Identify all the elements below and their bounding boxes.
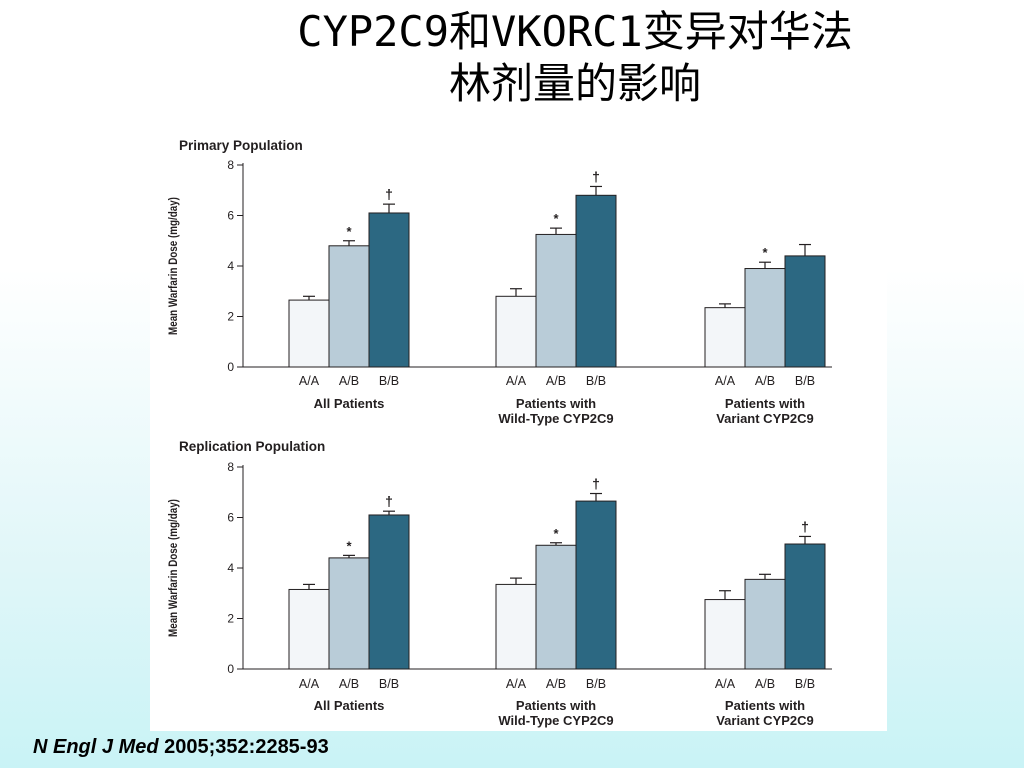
- significance-marker: *: [553, 526, 559, 541]
- y-tick-label: 2: [227, 310, 234, 324]
- chart-panel-2: Replication Population Mean Warfarin Dose…: [167, 439, 832, 728]
- chart-title: Primary Population: [179, 138, 303, 153]
- y-tick-label: 4: [227, 259, 234, 273]
- bar: [704, 599, 746, 670]
- chart-panel-1: Primary Population Mean Warfarin Dose (mg…: [167, 138, 832, 426]
- x-tick-label: A/A: [299, 374, 320, 388]
- x-tick-label: B/B: [586, 374, 606, 388]
- group-label: All Patients: [314, 698, 385, 713]
- group-label: Variant CYP2C9: [716, 713, 814, 728]
- bar: [495, 583, 537, 670]
- x-tick-label: A/A: [715, 677, 736, 691]
- x-tick-label: A/A: [715, 374, 736, 388]
- significance-marker: †: [385, 186, 393, 202]
- x-tick-label: A/B: [339, 374, 359, 388]
- citation-journal: N Engl J Med: [33, 736, 159, 758]
- y-tick-label: 0: [227, 360, 234, 374]
- y-tick-label: 4: [227, 561, 234, 575]
- x-tick-label: A/B: [755, 374, 775, 388]
- slide-title-line-1: CYP2C9和VKORC1变异对华法: [297, 7, 853, 56]
- bar: [744, 578, 786, 670]
- x-tick-label: A/A: [506, 677, 527, 691]
- x-tick-label: B/B: [795, 374, 815, 388]
- group-label: Patients with: [725, 698, 805, 713]
- citation: N Engl J Med 2005;352:2285-93: [33, 736, 329, 759]
- y-tick-label: 8: [227, 460, 234, 474]
- y-tick-label: 6: [227, 511, 234, 525]
- bar: [784, 255, 826, 368]
- bar: [784, 543, 826, 670]
- bar: [328, 245, 370, 368]
- significance-marker: †: [385, 493, 393, 509]
- x-tick-label: B/B: [586, 677, 606, 691]
- x-tick-label: B/B: [795, 677, 815, 691]
- significance-marker: *: [762, 245, 768, 260]
- x-tick-label: A/B: [546, 677, 566, 691]
- bar: [575, 500, 617, 670]
- bar: [288, 299, 330, 368]
- significance-marker: *: [346, 224, 352, 239]
- x-tick-label: A/A: [299, 677, 320, 691]
- bar-charts: Primary Population Mean Warfarin Dose (mg…: [167, 138, 832, 728]
- group-label: Variant CYP2C9: [716, 411, 814, 426]
- y-tick-label: 0: [227, 662, 234, 676]
- y-axis-label: Mean Warfarin Dose (mg/day): [167, 499, 180, 637]
- y-axis-label: Mean Warfarin Dose (mg/day): [167, 197, 180, 335]
- x-tick-label: B/B: [379, 374, 399, 388]
- significance-marker: †: [801, 518, 809, 534]
- figure-panel: Primary Population Mean Warfarin Dose (mg…: [150, 127, 887, 731]
- group-label: Patients with: [725, 396, 805, 411]
- citation-reference: 2005;352:2285-93: [158, 736, 329, 758]
- bar: [704, 307, 746, 368]
- x-tick-label: A/B: [546, 374, 566, 388]
- bar: [328, 557, 370, 670]
- group-label: All Patients: [314, 396, 385, 411]
- group-label: Patients with: [516, 698, 596, 713]
- y-tick-label: 8: [227, 158, 234, 172]
- bar: [744, 268, 786, 368]
- y-tick-label: 2: [227, 612, 234, 626]
- group-label: Wild-Type CYP2C9: [498, 713, 613, 728]
- slide-title: CYP2C9和VKORC1变异对华法 林剂量的影响: [180, 6, 970, 110]
- group-label: Wild-Type CYP2C9: [498, 411, 613, 426]
- significance-marker: †: [592, 168, 600, 184]
- x-tick-label: A/A: [506, 374, 527, 388]
- significance-marker: †: [592, 476, 600, 492]
- bar: [495, 295, 537, 368]
- y-tick-label: 6: [227, 209, 234, 223]
- significance-marker: *: [553, 211, 559, 226]
- bar: [368, 514, 410, 670]
- slide-title-line-2: 林剂量的影响: [448, 59, 701, 108]
- x-tick-label: A/B: [755, 677, 775, 691]
- significance-marker: *: [346, 538, 352, 553]
- bar: [368, 212, 410, 368]
- chart-title: Replication Population: [179, 439, 325, 454]
- bar: [288, 588, 330, 670]
- x-tick-label: B/B: [379, 677, 399, 691]
- bar: [535, 544, 577, 670]
- bar: [575, 194, 617, 368]
- bar: [535, 233, 577, 368]
- x-tick-label: A/B: [339, 677, 359, 691]
- group-label: Patients with: [516, 396, 596, 411]
